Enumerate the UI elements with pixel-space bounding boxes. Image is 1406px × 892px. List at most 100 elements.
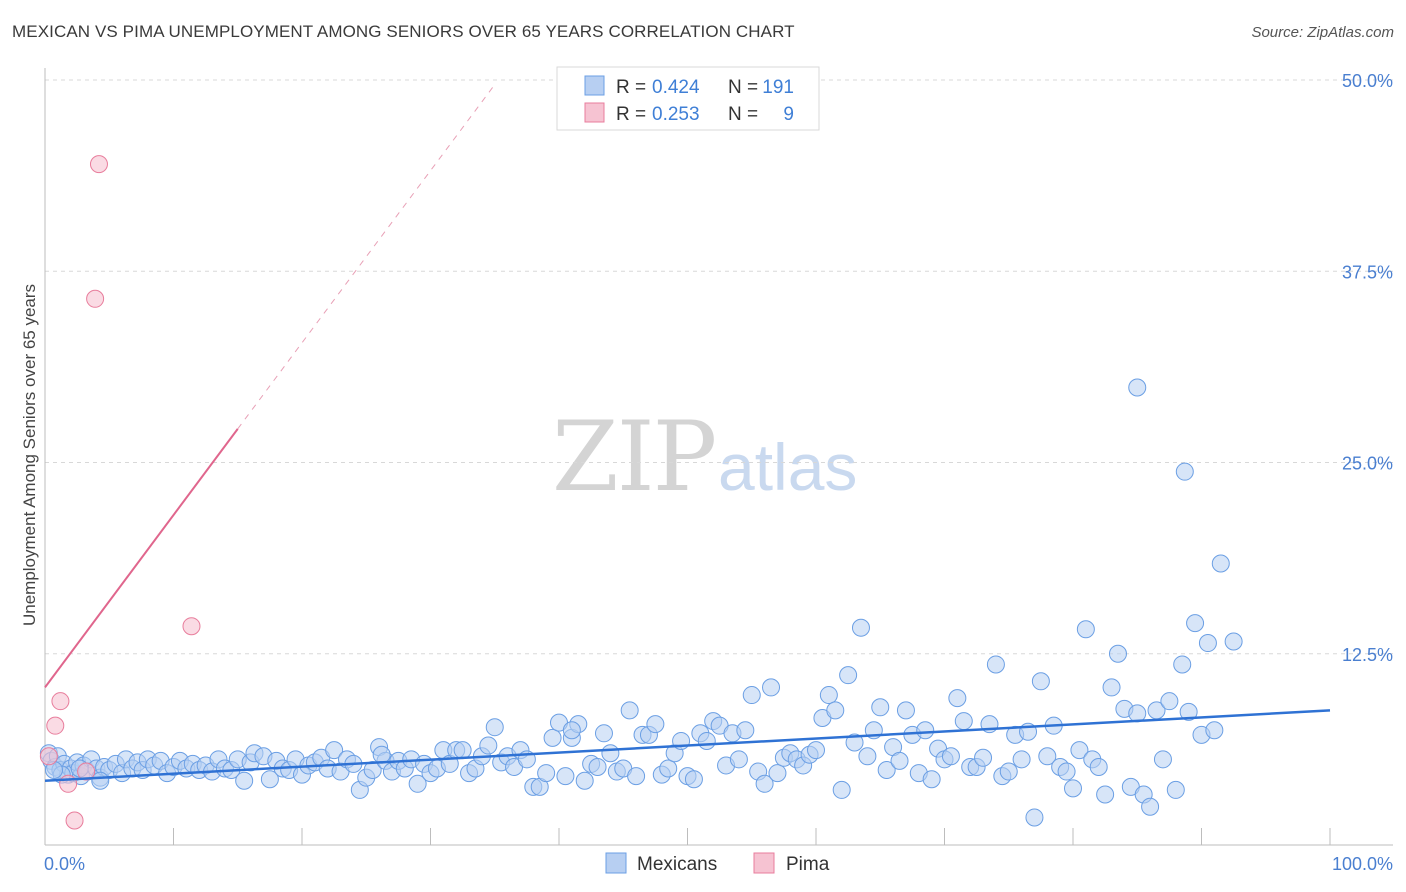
axes <box>44 68 1393 846</box>
mexicans-points <box>39 378 1243 827</box>
pima-point <box>77 762 96 781</box>
mexicans-point <box>1186 614 1205 633</box>
mexicans-point <box>601 744 620 763</box>
pima-point <box>59 774 78 793</box>
mexicans-point <box>1012 750 1031 769</box>
watermark-atlas: atlas <box>718 430 857 504</box>
mexicans-point <box>807 741 825 760</box>
mexicans-point <box>845 733 864 752</box>
legend-r-value-pima: 0.253 <box>652 104 700 125</box>
legend-swatch-mexicans <box>584 75 605 96</box>
mexicans-point <box>1108 644 1127 663</box>
mexicans-point <box>762 678 781 697</box>
mexicans-point <box>1224 632 1243 651</box>
mexicans-point <box>325 741 344 760</box>
mexicans-point <box>408 774 427 793</box>
pima-trend-line <box>44 428 239 689</box>
mexicans-point <box>575 771 594 790</box>
mexicans-point <box>1064 779 1082 798</box>
legend-n-value-mexicans: 191 <box>762 77 794 98</box>
mexicans-point <box>697 731 716 750</box>
mexicans-point <box>948 689 967 708</box>
mexicans-point <box>858 747 877 766</box>
legend-n-label-mexicans: N = <box>728 77 758 98</box>
legend-n-value-pima: 9 <box>783 104 794 125</box>
mexicans-point <box>1173 655 1192 674</box>
grid-lines <box>45 79 1393 655</box>
mexicans-point <box>684 770 703 789</box>
mexicans-point <box>1153 750 1172 769</box>
mexicans-point <box>890 751 909 770</box>
watermark-zip: ZIP <box>552 401 715 513</box>
pima-trend-extension <box>237 84 496 430</box>
x-tick-min: 0.0% <box>44 854 85 874</box>
bottom-legend-swatch-pima <box>753 852 775 874</box>
series-legend: Mexicans Pima <box>605 852 830 875</box>
legend-swatch-pima <box>584 102 605 123</box>
mexicans-point <box>729 750 748 769</box>
mexicans-point <box>851 618 870 637</box>
pima-point <box>86 289 105 308</box>
mexicans-point <box>659 759 678 778</box>
mexicans-point <box>986 655 1005 674</box>
pima-points <box>39 155 201 830</box>
pima-point <box>51 692 70 711</box>
mexicans-point <box>372 745 391 764</box>
mexicans-point <box>1160 692 1179 711</box>
mexicans-point <box>1070 741 1089 760</box>
mexicans-point <box>543 728 562 747</box>
mexicans-point <box>588 757 607 776</box>
mexicans-point <box>537 764 556 783</box>
mexicans-point <box>363 761 382 780</box>
mexicans-point <box>742 686 761 705</box>
mexicans-point <box>755 774 774 793</box>
mexicans-point <box>453 741 472 760</box>
mexicans-point <box>1211 554 1230 573</box>
mexicans-point <box>485 718 504 737</box>
pima-point <box>65 811 84 830</box>
mexicans-point <box>1141 797 1160 816</box>
mexicans-point <box>1198 634 1217 653</box>
mexicans-point <box>1038 747 1057 766</box>
source-credit: Source: ZipAtlas.com <box>1251 24 1394 41</box>
legend-r-label-pima: R = <box>616 104 646 125</box>
mexicans-point <box>627 767 646 786</box>
bottom-legend-swatch-mexicans <box>605 852 627 874</box>
mexicans-point <box>974 748 993 767</box>
mexicans-point <box>1205 721 1224 740</box>
mexicans-point <box>1128 378 1147 397</box>
mexicans-point <box>1031 672 1050 691</box>
mexicans-point <box>736 721 755 740</box>
bottom-legend-mexicans: Mexicans <box>637 854 717 875</box>
y-tick-label: 25.0% <box>1342 454 1393 474</box>
chart-title: MEXICAN VS PIMA UNEMPLOYMENT AMONG SENIO… <box>12 22 795 41</box>
mexicans-point <box>646 715 665 734</box>
trend-lines <box>44 84 1331 782</box>
correlation-legend: R = 0.424 N = 191 R = 0.253 N = 9 <box>556 66 820 131</box>
bottom-legend-pima: Pima <box>786 854 830 875</box>
mexicans-point <box>556 767 575 786</box>
mexicans-point <box>877 761 896 780</box>
mexicans-point <box>1166 780 1185 799</box>
mexicans-point <box>620 701 639 720</box>
mexicans-point <box>1175 462 1194 481</box>
pima-point <box>46 716 65 735</box>
pima-point <box>182 617 201 636</box>
mexicans-point <box>479 736 498 755</box>
mexicans-point <box>1025 808 1044 827</box>
y-tick-label: 50.0% <box>1342 71 1393 91</box>
mexicans-point <box>941 747 960 766</box>
mexicans-point <box>954 712 973 731</box>
mexicans-point <box>594 724 613 743</box>
pima-point <box>39 747 58 766</box>
mexicans-point <box>260 770 279 789</box>
x-tick-labels: 0.0% 100.0% <box>44 854 1393 874</box>
y-tick-label: 12.5% <box>1342 645 1393 665</box>
mexicans-point <box>768 764 787 783</box>
mexicans-point <box>1089 757 1108 776</box>
y-axis-label: Unemployment Among Seniors over 65 years <box>20 284 39 626</box>
mexicans-point <box>916 721 935 740</box>
x-tick-max: 100.0% <box>1332 854 1393 874</box>
mexicans-point <box>1076 620 1095 639</box>
